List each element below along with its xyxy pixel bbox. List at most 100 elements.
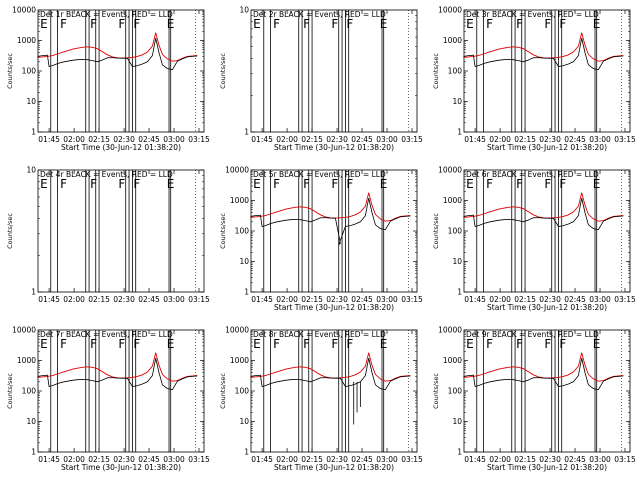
lld-line bbox=[463, 192, 624, 222]
y-tick-label: 10000 bbox=[12, 326, 36, 335]
marker-f: F bbox=[331, 17, 338, 31]
events-line bbox=[37, 38, 198, 71]
marker-e: E bbox=[40, 337, 48, 351]
x-axis-label: Start Time (30-Jun-12 01:38:20) bbox=[61, 463, 181, 472]
x-tick-label: 02:00 bbox=[276, 455, 298, 464]
x-tick-label: 03:00 bbox=[376, 295, 398, 304]
marker-f: F bbox=[331, 337, 338, 351]
panel-title: Det 3r BLACK = Events, RED = LLD bbox=[466, 10, 599, 19]
marker-e: E bbox=[253, 177, 261, 191]
lld-line bbox=[37, 352, 198, 382]
marker-f: F bbox=[303, 177, 310, 191]
y-tick-label: 10 bbox=[26, 97, 36, 106]
panel-title: Det 6r BLACK = Events, RED = LLD bbox=[466, 170, 599, 179]
x-tick-label: 02:30 bbox=[539, 135, 561, 144]
lld-line bbox=[37, 32, 198, 62]
marker-f: F bbox=[559, 337, 566, 351]
marker-f: F bbox=[544, 337, 551, 351]
panel-det-4: Det 4r BLACK = Events, RED = LLD Counts/s… bbox=[6, 166, 210, 305]
y-tick-label: 10 bbox=[239, 6, 249, 15]
x-tick-label: 02:30 bbox=[113, 135, 135, 144]
events-line bbox=[463, 358, 624, 391]
x-tick-label: 01:45 bbox=[464, 135, 486, 144]
y-axis-label: Counts/sec bbox=[432, 53, 440, 89]
y-axis-label: Counts/sec bbox=[6, 373, 14, 409]
x-tick-label: 03:15 bbox=[614, 295, 636, 304]
x-tick-label: 03:15 bbox=[614, 455, 636, 464]
x-tick-label: 02:15 bbox=[88, 135, 110, 144]
y-tick-label: 10 bbox=[452, 417, 462, 426]
marker-f: F bbox=[303, 17, 310, 31]
x-tick-label: 03:00 bbox=[163, 455, 185, 464]
events-line bbox=[250, 198, 411, 246]
x-tick-label: 01:45 bbox=[251, 135, 273, 144]
y-tick-label: 1000 bbox=[230, 196, 249, 205]
y-tick-label: 100 bbox=[22, 67, 37, 76]
y-tick-label: 1 bbox=[244, 128, 249, 137]
x-tick-label: 01:45 bbox=[251, 295, 273, 304]
x-tick-label: 02:45 bbox=[138, 455, 160, 464]
marker-e: E bbox=[253, 337, 261, 351]
panel-title: Det 2r BLACK = Events, RED = LLD bbox=[253, 10, 386, 19]
marker-f: F bbox=[118, 17, 125, 31]
marker-e: E bbox=[253, 17, 261, 31]
marker-f: F bbox=[133, 177, 140, 191]
marker-e: E bbox=[380, 177, 388, 191]
x-tick-label: 03:00 bbox=[163, 135, 185, 144]
y-tick-label: 1000 bbox=[17, 356, 36, 365]
marker-e: E bbox=[380, 337, 388, 351]
marker-f: F bbox=[133, 17, 140, 31]
marker-e: E bbox=[167, 177, 175, 191]
x-tick-label: 02:00 bbox=[489, 455, 511, 464]
x-tick-label: 02:15 bbox=[514, 455, 536, 464]
panel-title: Det 9r BLACK = Events, RED = LLD bbox=[466, 330, 599, 339]
x-tick-label: 02:00 bbox=[63, 455, 85, 464]
x-tick-label: 02:45 bbox=[351, 135, 373, 144]
x-tick-label: 03:15 bbox=[188, 455, 210, 464]
marker-f: F bbox=[516, 337, 523, 351]
panel-det-5: Det 5r BLACK = Events, RED = LLD Counts/s… bbox=[219, 166, 423, 313]
y-tick-label: 10000 bbox=[225, 326, 249, 335]
y-axis-label: Counts/sec bbox=[432, 373, 440, 409]
lld-line bbox=[250, 352, 411, 382]
y-tick-label: 1000 bbox=[230, 356, 249, 365]
marker-e: E bbox=[593, 17, 601, 31]
marker-e: E bbox=[167, 337, 175, 351]
y-tick-label: 100 bbox=[22, 387, 37, 396]
panel-title: Det 7r BLACK = Events, RED = LLD bbox=[40, 330, 173, 339]
marker-f: F bbox=[516, 177, 523, 191]
y-tick-label: 1 bbox=[244, 288, 249, 297]
marker-f: F bbox=[118, 337, 125, 351]
y-tick-label: 100 bbox=[448, 227, 463, 236]
x-tick-label: 03:00 bbox=[589, 455, 611, 464]
x-axis-label: Start Time (30-Jun-12 01:38:20) bbox=[487, 143, 607, 152]
x-tick-label: 02:45 bbox=[564, 295, 586, 304]
x-tick-label: 03:15 bbox=[401, 455, 423, 464]
panel-det-1: Det 1r BLACK = Events, RED = LLD Counts/s… bbox=[6, 6, 210, 153]
x-tick-label: 02:15 bbox=[301, 455, 323, 464]
marker-f: F bbox=[60, 337, 67, 351]
lld-line bbox=[463, 32, 624, 62]
marker-f: F bbox=[90, 337, 97, 351]
marker-f: F bbox=[486, 177, 493, 191]
x-tick-label: 02:45 bbox=[138, 135, 160, 144]
y-tick-label: 1 bbox=[457, 288, 462, 297]
y-tick-label: 10 bbox=[239, 257, 249, 266]
x-tick-label: 02:00 bbox=[63, 295, 85, 304]
x-tick-label: 01:45 bbox=[38, 135, 60, 144]
x-tick-label: 02:30 bbox=[326, 135, 348, 144]
marker-e: E bbox=[167, 17, 175, 31]
x-tick-label: 02:45 bbox=[564, 455, 586, 464]
x-tick-label: 02:30 bbox=[113, 295, 135, 304]
y-tick-label: 1000 bbox=[443, 356, 462, 365]
marker-f: F bbox=[346, 17, 353, 31]
panel-title: Det 5r BLACK = Events, RED = LLD bbox=[253, 170, 386, 179]
x-tick-label: 01:45 bbox=[38, 295, 60, 304]
y-axis-label: Counts/sec bbox=[6, 213, 14, 249]
y-tick-label: 10000 bbox=[12, 6, 36, 15]
y-tick-label: 1 bbox=[457, 128, 462, 137]
x-tick-label: 02:45 bbox=[564, 135, 586, 144]
y-tick-label: 10 bbox=[26, 166, 36, 175]
marker-f: F bbox=[273, 17, 280, 31]
x-tick-label: 02:15 bbox=[88, 295, 110, 304]
